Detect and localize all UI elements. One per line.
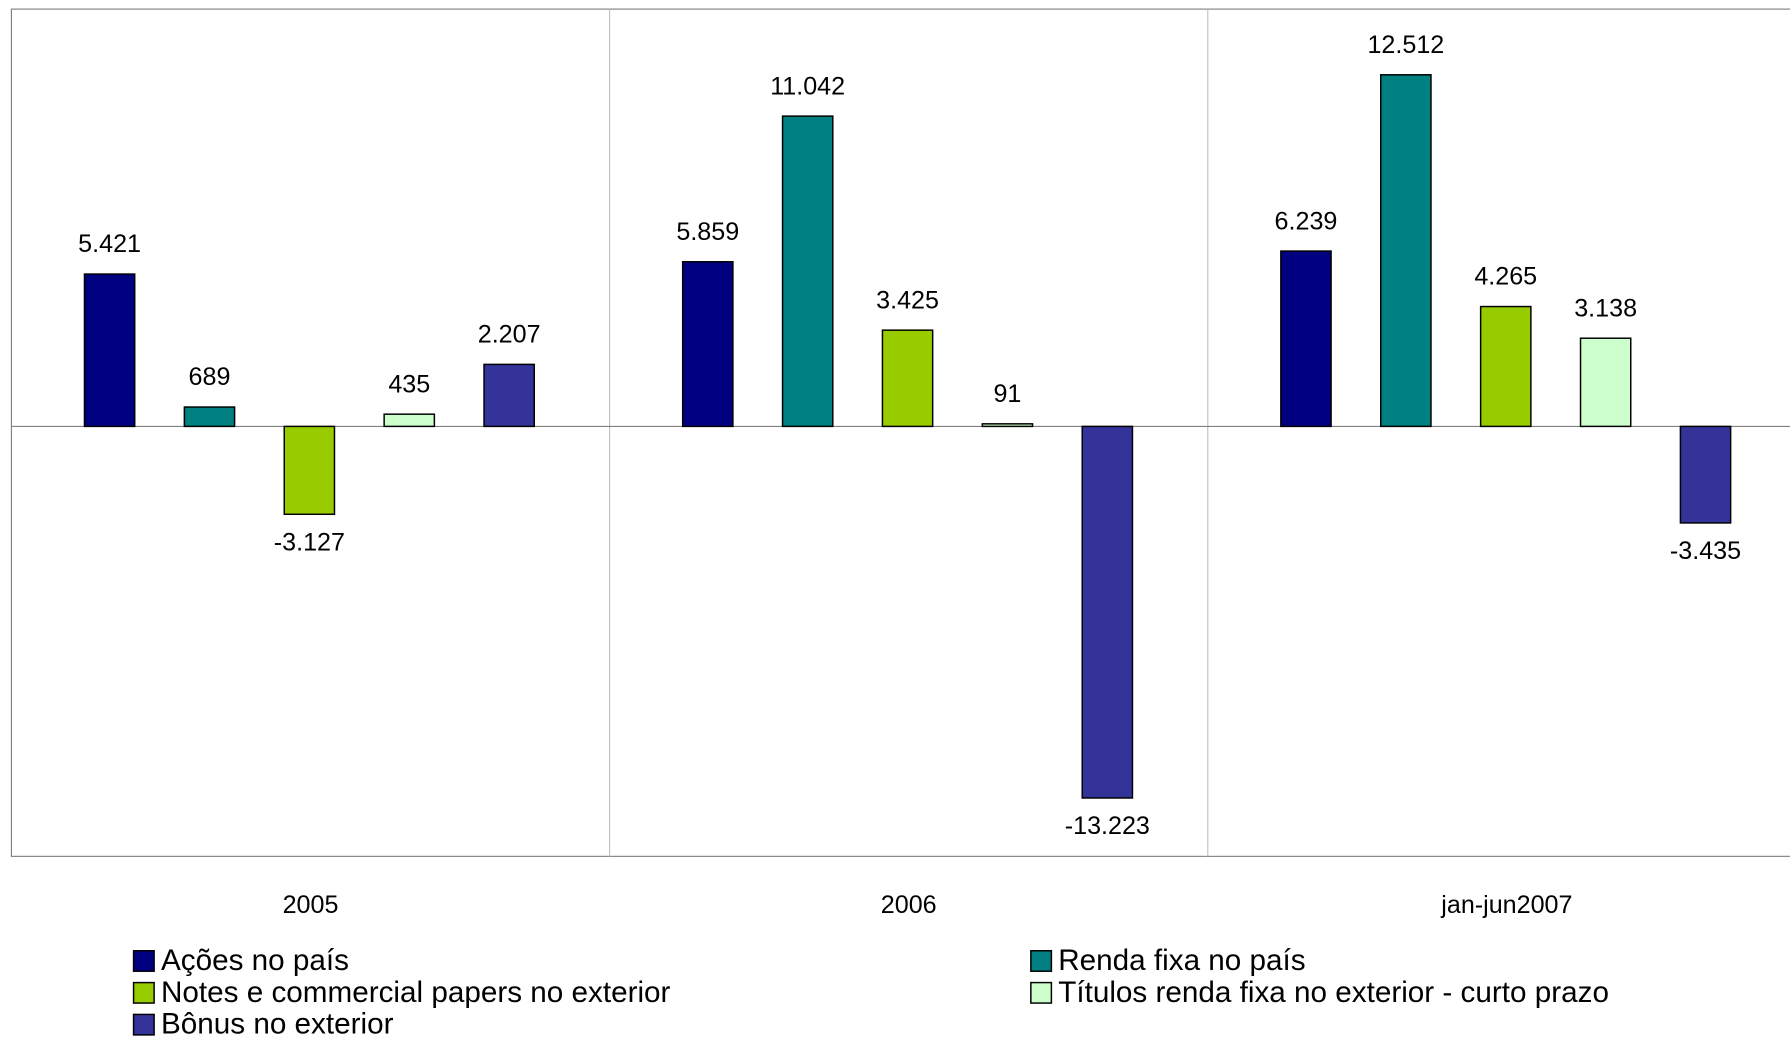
x-tick-label: jan-jun2007: [1440, 891, 1572, 919]
data-label: -3.435: [1670, 537, 1741, 565]
data-label: 4.265: [1474, 263, 1537, 291]
legend-label: Bônus no exterior: [161, 1008, 394, 1041]
legend-swatch: [1030, 950, 1053, 972]
data-label: 2.207: [478, 321, 541, 349]
bar: [981, 423, 1034, 428]
bar: [1479, 305, 1532, 428]
legend-swatch: [132, 950, 155, 972]
bar: [183, 406, 236, 428]
bar: [681, 261, 734, 428]
data-label: 5.421: [78, 230, 141, 258]
data-label: 6.239: [1275, 207, 1338, 235]
bar: [1280, 250, 1332, 428]
bar: [1679, 425, 1732, 524]
data-label: 435: [388, 370, 430, 398]
data-label: -3.127: [274, 528, 345, 556]
legend-label: Notes e commercial papers no exterior: [161, 976, 671, 1009]
bar: [1380, 74, 1432, 428]
bar: [383, 413, 436, 428]
data-label: 689: [189, 363, 231, 391]
x-tick-label: 2006: [881, 891, 937, 919]
legend-swatch: [132, 1013, 155, 1036]
data-label: 5.859: [676, 218, 739, 246]
data-label: 91: [993, 380, 1021, 408]
legend-label: Renda fixa no país: [1058, 944, 1305, 977]
bar: [283, 425, 336, 516]
bar: [483, 363, 536, 428]
data-label: 11.042: [770, 72, 845, 100]
plot-area: [10, 8, 1790, 857]
data-label: -13.223: [1065, 812, 1150, 840]
legend-label: Títulos renda fixa no exterior - curto p…: [1058, 976, 1609, 1009]
data-label: 3.425: [876, 286, 939, 314]
legend-swatch: [1030, 981, 1053, 1004]
x-tick-label: 2005: [283, 891, 339, 919]
bar: [83, 273, 136, 428]
bar: [781, 115, 834, 428]
bar: [1081, 425, 1134, 799]
legend-swatch: [132, 981, 155, 1004]
data-label: 3.138: [1574, 294, 1637, 322]
data-label: 12.512: [1367, 31, 1444, 59]
bar: [881, 329, 934, 428]
legend-label: Ações no país: [161, 944, 349, 977]
bar: [1579, 337, 1632, 428]
